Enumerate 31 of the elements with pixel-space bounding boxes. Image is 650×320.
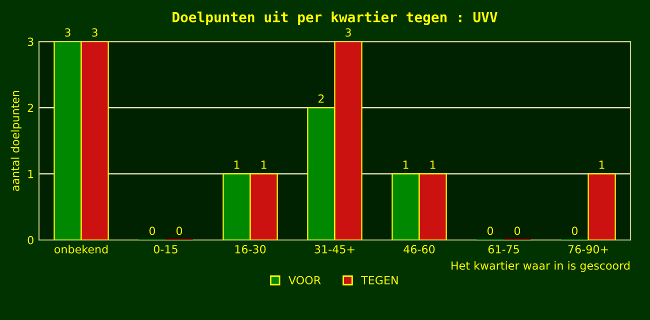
legend-label: TEGEN (361, 276, 398, 284)
x-tick-label: 0-15 (154, 245, 178, 254)
x-tick-label: 76-90+ (568, 245, 608, 254)
data-label: 0 (572, 226, 578, 236)
data-label: 3 (346, 28, 351, 37)
data-label: 1 (430, 160, 436, 169)
data-label: 0 (149, 226, 156, 236)
data-label: 0 (176, 226, 182, 236)
y-tick-label: 2 (28, 104, 34, 112)
x-axis-title: Het kwartier waar in is gescoord (452, 261, 630, 272)
data-label: 0 (487, 226, 494, 236)
y-tick-label: 3 (28, 38, 34, 46)
legend-label: VOOR (288, 276, 321, 284)
data-label: 3 (65, 28, 70, 37)
y-axis-title: aantal doelpunten (10, 90, 22, 191)
data-label: 0 (514, 226, 520, 236)
data-label: 1 (599, 160, 604, 169)
y-tick-label: 1 (28, 170, 34, 178)
data-label: 3 (92, 28, 98, 37)
x-tick-label: onbekend (54, 244, 108, 254)
x-tick-label: 46-60 (404, 245, 435, 254)
data-label: 2 (318, 94, 324, 103)
data-label: 1 (261, 160, 266, 169)
x-tick-label: 31-45+ (314, 245, 354, 254)
x-tick-label: 61-75 (488, 245, 519, 254)
data-label: 1 (234, 160, 240, 169)
x-tick-label: 16-30 (235, 245, 266, 254)
data-label: 1 (403, 160, 408, 169)
y-tick-label: 0 (28, 236, 34, 244)
bar (588, 173, 616, 240)
chart-title: Doelpunten uit per kwartier tegen : UVV (172, 10, 498, 26)
